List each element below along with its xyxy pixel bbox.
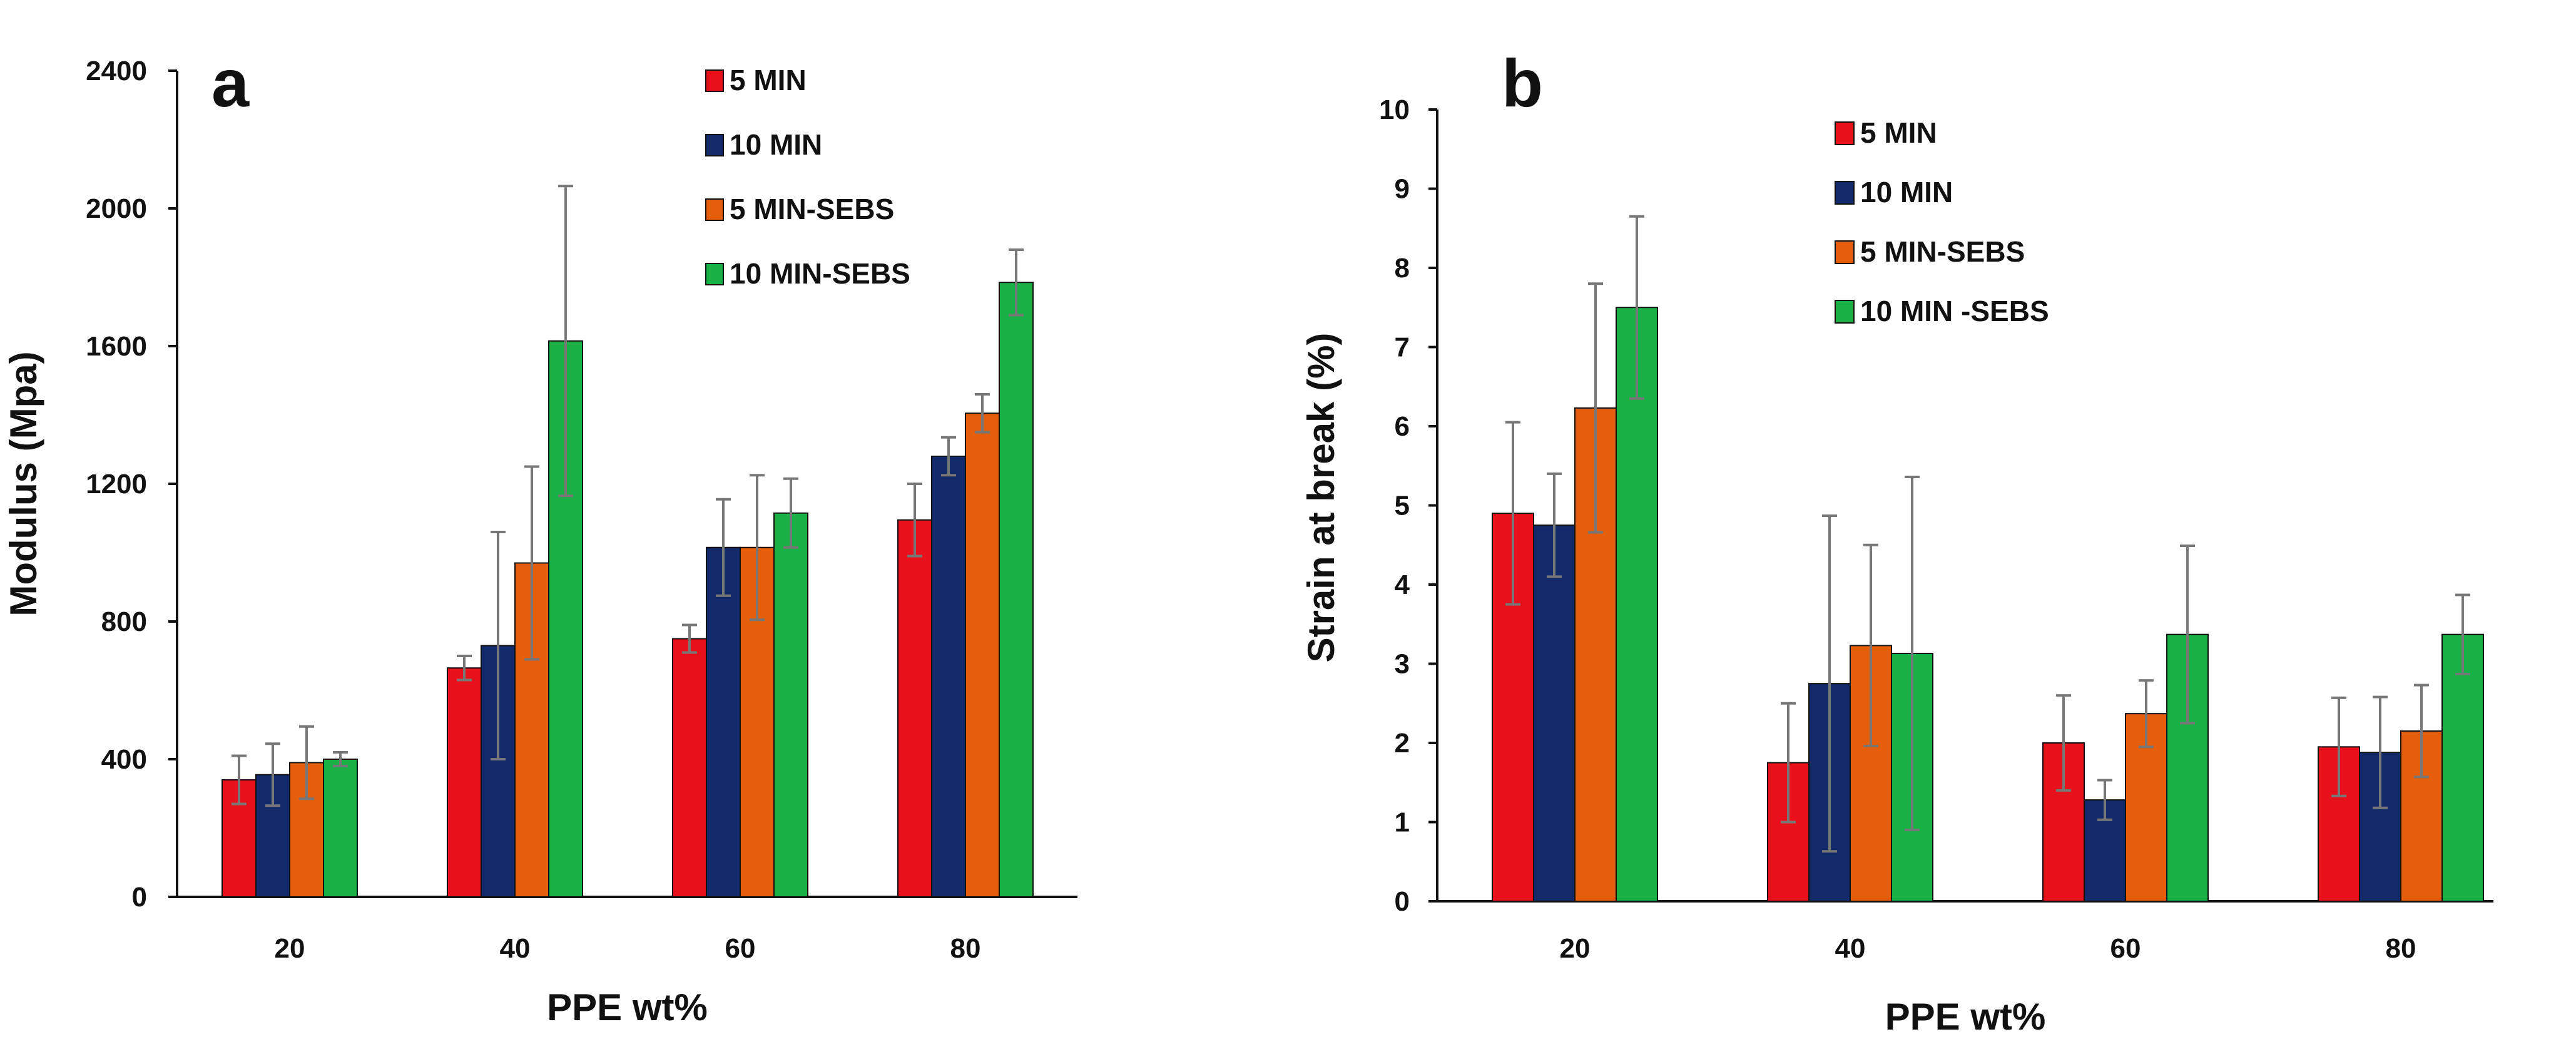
panel-b-error-bar-5-min-40 xyxy=(1781,702,1796,824)
panel-b-y-tick-label: 2 xyxy=(1395,728,1410,759)
panel-b-error-bar-5-min-sebs-40 xyxy=(1863,543,1878,748)
panel-a-bar-10-min-60 xyxy=(706,546,741,898)
panel-a-x-axis-title: PPE wt% xyxy=(547,986,708,1028)
panel-a-error-bar-10-min-20 xyxy=(265,742,280,807)
panel-a-bar-5-min-sebs-80 xyxy=(965,412,1000,898)
panel-b-error-bar-10-min-sebs-60 xyxy=(2180,545,2195,725)
panel-a-legend-swatch-10-min xyxy=(705,134,724,156)
panel-b-error-bar-5-min-sebs-60 xyxy=(2139,679,2154,749)
panel-a-legend-swatch-5-min-sebs xyxy=(705,198,724,221)
panel-b-label: b xyxy=(1502,45,1543,121)
panel-a-error-bar-10-min-sebs-60 xyxy=(783,477,798,549)
panel-a-y-axis-title: Modulus (Mpa) xyxy=(3,351,44,616)
panel-b-error-bar-10-min-sebs-20 xyxy=(1629,215,1644,400)
panel-a-y-tick-label: 400 xyxy=(101,744,147,775)
panel-b-bar-10-min-20 xyxy=(1533,524,1576,902)
panel-a-error-bar-5-min-60 xyxy=(682,623,697,654)
panel-b-legend-label-5-min: 5 MIN xyxy=(1860,116,1937,149)
panel-b-bar-10-min-sebs-20 xyxy=(1616,307,1658,902)
panel-a-y-tick-label: 1200 xyxy=(86,469,147,499)
panel-a-legend-label-10-min: 10 MIN xyxy=(730,128,822,161)
panel-b-error-bar-5-min-sebs-80 xyxy=(2414,683,2429,779)
panel-b-error-bar-5-min-60 xyxy=(2056,694,2071,792)
panel-b-legend-swatch-10-min xyxy=(1835,181,1855,205)
panel-b-y-tick-label: 9 xyxy=(1395,174,1410,205)
panel-a-error-bar-10-min-40 xyxy=(491,531,506,760)
panel-a-bar-10-min-80 xyxy=(931,456,966,898)
panel-a-bar-10-min-sebs-20 xyxy=(323,759,358,898)
panel-b-error-bar-10-min-40 xyxy=(1822,514,1837,853)
panel-a-error-bar-5-min-sebs-20 xyxy=(299,725,314,801)
panel-a-error-bar-10-min-80 xyxy=(941,436,956,477)
panel-b-y-tick-label: 10 xyxy=(1379,95,1410,125)
panel-a-error-bar-5-min-80 xyxy=(907,483,922,558)
panel-a-y-tick-label: 800 xyxy=(101,606,147,637)
panel-b-legend: 5 MIN 10 MIN 5 MIN-SEBS 10 MIN -SEBS xyxy=(1835,116,2049,327)
panel-b-legend-label-10-min-sebs: 10 MIN -SEBS xyxy=(1860,295,2049,327)
panel-b-y-tick-label: 4 xyxy=(1395,570,1410,600)
panel-b-legend-label-10-min: 10 MIN xyxy=(1860,176,1953,208)
panel-a-bar-10-min-sebs-80 xyxy=(999,282,1034,898)
panel-b-error-bar-10-min-60 xyxy=(2097,779,2112,821)
panel-a-y-tick-label: 0 xyxy=(132,882,147,913)
panel-a-error-bar-5-min-sebs-60 xyxy=(750,474,765,622)
panel-b-y-tick-label: 3 xyxy=(1395,649,1410,680)
panel-a-error-bar-5-min-40 xyxy=(457,655,472,682)
panel-a-legend: 5 MIN 10 MIN 5 MIN-SEBS 10 MIN-SEBS xyxy=(705,64,910,290)
panel-a-error-bar-5-min-sebs-40 xyxy=(524,465,539,661)
panel-b-x-axis-title: PPE wt% xyxy=(1885,996,2046,1038)
panel-a-legend-label-5-min: 5 MIN xyxy=(730,64,807,96)
panel-a-x-tick-label: 60 xyxy=(725,933,756,964)
panel-a-error-bar-10-min-sebs-20 xyxy=(333,751,348,767)
panel-b-x-tick-label: 40 xyxy=(1835,933,1866,964)
panel-b-legend-label-5-min-sebs: 5 MIN-SEBS xyxy=(1860,235,2025,268)
panel-b-y-tick-label: 5 xyxy=(1395,491,1410,521)
panel-a-bar-5-min-80 xyxy=(897,519,932,898)
panel-b-y-tick-label: 7 xyxy=(1395,332,1410,363)
panel-a-x-tick-label: 40 xyxy=(500,933,531,964)
panel-b-legend-swatch-5-min xyxy=(1835,121,1855,145)
panel-b-legend-swatch-10-min-sebs xyxy=(1835,300,1855,324)
panel-a-error-bar-10-min-sebs-40 xyxy=(558,185,573,498)
panel-b-y-axis-title: Strain at break (%) xyxy=(1300,333,1342,663)
panel-b-y-tick-label: 0 xyxy=(1395,886,1410,917)
panel-a-error-bar-10-min-sebs-80 xyxy=(1009,248,1024,317)
panel-a-bar-5-min-60 xyxy=(672,638,707,898)
panel-b-y-tick-label: 6 xyxy=(1395,411,1410,442)
panel-b-bar-10-min-sebs-80 xyxy=(2441,633,2484,902)
panel-a-bar-10-min-sebs-60 xyxy=(773,512,808,898)
panel-a-label: a xyxy=(211,45,250,121)
panel-b-error-bar-10-min-20 xyxy=(1547,472,1562,578)
panel-a-x-tick-label: 20 xyxy=(275,933,305,964)
panel-b-x-tick-label: 60 xyxy=(2110,933,2141,964)
panel-a-x-tick-label: 80 xyxy=(950,933,981,964)
panel-a-legend-label-5-min-sebs: 5 MIN-SEBS xyxy=(730,193,894,225)
panel-a-legend-swatch-5-min xyxy=(705,69,724,92)
panel-a-y-tick-label: 1600 xyxy=(86,331,147,362)
panel-a-error-bar-10-min-60 xyxy=(716,498,731,597)
panel-b-x-tick-label: 80 xyxy=(2386,933,2416,964)
panel-b-error-bar-10-min-sebs-40 xyxy=(1905,475,1920,832)
panel-a-y-tick-label: 2000 xyxy=(86,193,147,224)
panel-b-chart: 0 1 2 3 4 5 6 7 8 9 10 20 40 60 80 PPE wt% Strain at bre… xyxy=(1300,45,2493,1038)
panel-a-error-bar-5-min-20 xyxy=(232,754,247,806)
panel-b-error-bar-5-min-20 xyxy=(1505,421,1520,606)
panel-a-legend-label-10-min-sebs: 10 MIN-SEBS xyxy=(730,257,910,290)
panel-a-chart: 0 400 800 1200 1600 2000 2400 20 40 60 80 PPE wt% Mo… xyxy=(3,45,1077,1028)
panel-b-error-bar-5-min-sebs-20 xyxy=(1588,282,1603,534)
panel-b-x-tick-label: 20 xyxy=(1560,933,1591,964)
panel-a-bar-5-min-40 xyxy=(447,667,482,898)
panel-b-y-tick-label: 1 xyxy=(1395,807,1410,838)
panel-b-error-bar-10-min-80 xyxy=(2373,695,2388,809)
panel-b-error-bar-10-min-sebs-80 xyxy=(2455,593,2470,675)
panel-a-error-bar-5-min-sebs-80 xyxy=(975,393,990,434)
panel-b-legend-swatch-5-min-sebs xyxy=(1835,240,1855,264)
panel-a-y-tick-label: 2400 xyxy=(86,56,147,86)
panel-b-y-tick-label: 8 xyxy=(1395,253,1410,284)
panel-a-legend-swatch-10-min-sebs xyxy=(705,263,724,285)
panel-b-error-bar-5-min-80 xyxy=(2331,696,2346,797)
